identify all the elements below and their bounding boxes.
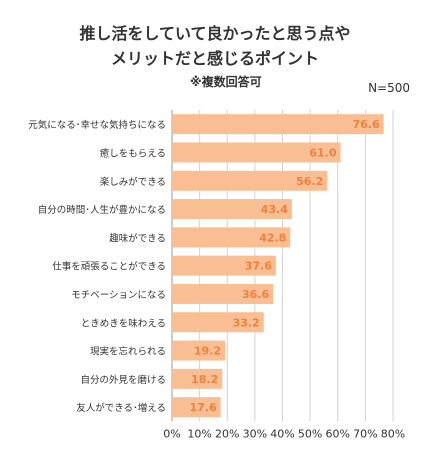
bar [172, 397, 221, 418]
category-label: 現実を忘れられる [90, 346, 166, 358]
x-tick-label: 70% [353, 427, 377, 440]
data-label: 76.6 [352, 118, 379, 131]
category-label: 癒しをもらえる [100, 147, 166, 159]
category-label: 趣味ができる [109, 232, 166, 244]
bar [172, 368, 223, 389]
x-tick-label: 50% [298, 427, 322, 440]
x-tick-label: 40% [270, 427, 294, 440]
category-label: 自分の外見を磨ける [80, 374, 166, 386]
category-label: 友人ができる･増える [76, 402, 166, 414]
bar [172, 283, 274, 304]
x-tick-label: 80% [381, 427, 405, 440]
data-label: 43.4 [261, 203, 288, 216]
x-tick-label: 10% [187, 427, 211, 440]
bar [172, 312, 264, 333]
category-label: ときめきを味わえる [81, 317, 166, 329]
bar [172, 227, 291, 248]
data-label: 33.2 [233, 316, 260, 329]
data-label: 19.2 [194, 345, 221, 358]
data-label: 37.6 [245, 260, 272, 273]
category-label: 仕事を頑張ることができる [52, 261, 166, 273]
bar [172, 199, 292, 220]
chart-subtitle: ※複数回答可 [190, 75, 262, 89]
data-label: 18.2 [191, 373, 218, 386]
x-tick-label: 60% [326, 427, 350, 440]
category-label: 自分の時間･人生が豊かになる [38, 204, 166, 216]
x-tick-label: 0% [163, 427, 180, 440]
x-tick-label: 20% [215, 427, 239, 440]
data-label: 56.2 [296, 175, 323, 188]
category-label: モチベーションになる [71, 290, 166, 301]
bar [172, 114, 384, 135]
data-label: 17.6 [189, 401, 216, 414]
chart-title-line2: メリットだと感じるポイント [110, 49, 319, 68]
bar [172, 170, 328, 191]
data-label: 61.0 [309, 146, 336, 159]
category-label: 楽しみができる [100, 176, 166, 188]
x-tick-label: 30% [243, 427, 267, 440]
bar [172, 142, 341, 163]
chart-title-line1: 推し活をしていて良かったと思う点や [79, 24, 351, 43]
data-label: 42.8 [259, 231, 286, 244]
sample-size-label: N=500 [368, 81, 410, 95]
category-label: 元気になる･幸せな気持ちになる [28, 119, 166, 131]
data-label: 36.6 [242, 288, 269, 301]
bar [172, 340, 226, 361]
bar [172, 255, 276, 276]
